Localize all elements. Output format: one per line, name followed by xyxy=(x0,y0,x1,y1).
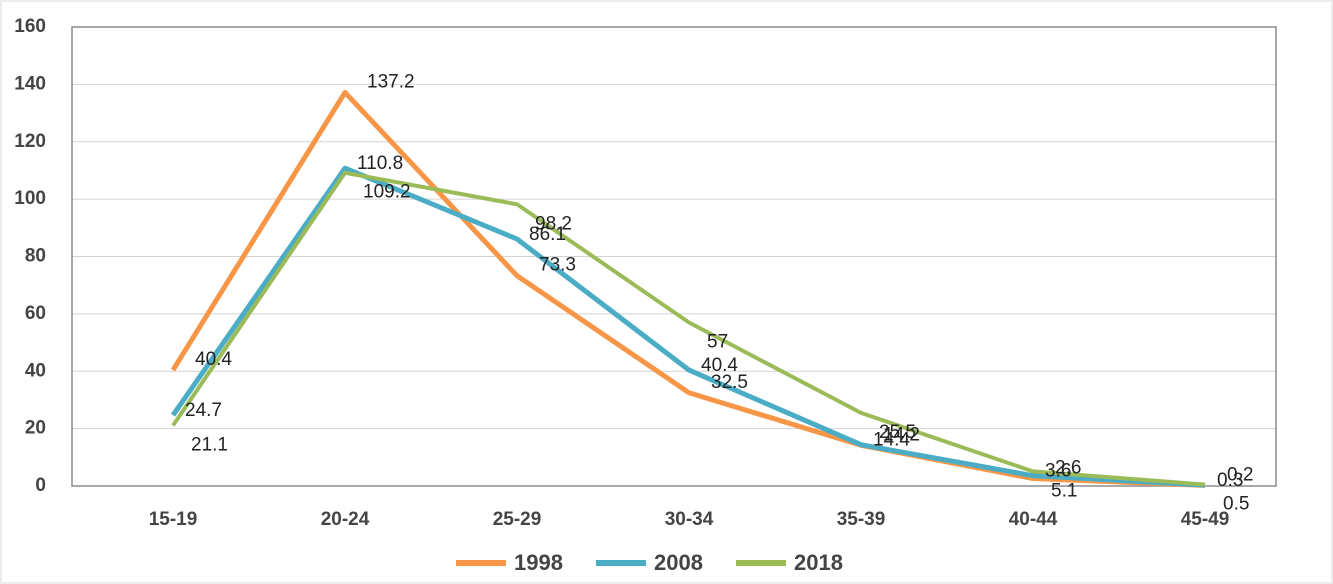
x-tick-label: 45-49 xyxy=(1181,509,1230,530)
data-label: 3.6 xyxy=(1045,461,1071,482)
data-label: 5.1 xyxy=(1051,480,1077,501)
y-tick-label: 100 xyxy=(14,188,46,209)
y-tick-label: 160 xyxy=(14,16,46,37)
data-label: 73.3 xyxy=(539,255,576,276)
data-label: 25.5 xyxy=(879,422,916,443)
series-line xyxy=(170,89,1206,488)
data-label: 57 xyxy=(707,331,728,352)
data-label: 0.2 xyxy=(1227,464,1253,485)
data-label: 40.4 xyxy=(195,349,232,370)
y-tick-label: 120 xyxy=(14,131,46,152)
x-tick-label: 40-44 xyxy=(1009,509,1058,530)
x-tick-label: 30-34 xyxy=(665,509,714,530)
data-label: 2.6 xyxy=(1055,458,1081,479)
x-tick-label: 20-24 xyxy=(321,509,370,530)
data-label: 21.1 xyxy=(191,434,228,455)
data-label: 110.8 xyxy=(357,153,403,174)
data-label: 14.2 xyxy=(883,424,920,445)
legend-label: 2008 xyxy=(654,550,703,575)
data-label: 40.4 xyxy=(701,355,738,376)
data-label: 0.5 xyxy=(1223,494,1249,515)
x-tick-label: 35-39 xyxy=(837,509,886,530)
data-label: 14.4 xyxy=(873,430,910,451)
data-label: 0.3 xyxy=(1217,470,1243,491)
y-tick-label: 40 xyxy=(25,360,46,381)
legend-label: 2018 xyxy=(794,550,843,575)
series-line xyxy=(171,170,1206,487)
y-tick-label: 140 xyxy=(14,73,46,94)
x-tick-label: 15-19 xyxy=(149,509,198,530)
series-line xyxy=(170,165,1206,488)
data-label: 98.2 xyxy=(535,213,572,234)
y-tick-label: 80 xyxy=(25,246,46,267)
x-tick-label: 25-29 xyxy=(493,509,542,530)
plot-frame xyxy=(71,26,1277,487)
data-label: 32.5 xyxy=(711,372,748,393)
legend-label: 1998 xyxy=(514,550,563,575)
data-label: 24.7 xyxy=(185,400,222,421)
data-label: 137.2 xyxy=(367,71,415,92)
y-tick-label: 20 xyxy=(25,418,46,439)
data-label: 109.2 xyxy=(363,182,411,203)
data-label: 86.1 xyxy=(529,224,566,245)
y-tick-label: 60 xyxy=(25,303,46,324)
y-tick-label: 0 xyxy=(35,475,46,496)
